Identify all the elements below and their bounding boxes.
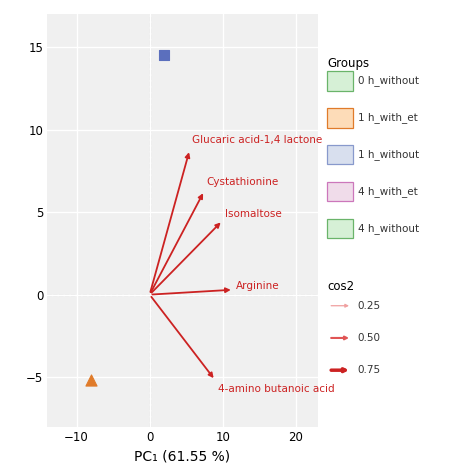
Text: 1 h_with_et: 1 h_with_et xyxy=(358,112,418,123)
Text: Groups: Groups xyxy=(327,57,369,70)
Text: Cystathionine: Cystathionine xyxy=(207,177,279,188)
Text: Isomaltose: Isomaltose xyxy=(225,209,282,219)
Point xyxy=(87,377,95,384)
Point xyxy=(51,296,58,303)
Text: 4 h_with_et: 4 h_with_et xyxy=(358,186,418,197)
Text: 0.75: 0.75 xyxy=(358,365,381,375)
Text: 4 h_without: 4 h_without xyxy=(358,223,419,234)
Text: Glucaric acid-1,4 lactone: Glucaric acid-1,4 lactone xyxy=(192,135,322,145)
Point xyxy=(160,52,168,59)
Text: 0 h_without: 0 h_without xyxy=(358,75,419,86)
X-axis label: PC₁ (61.55 %): PC₁ (61.55 %) xyxy=(135,449,230,463)
Text: 0.25: 0.25 xyxy=(358,301,381,311)
Text: 0.50: 0.50 xyxy=(358,333,381,343)
Text: 1 h_without: 1 h_without xyxy=(358,149,419,160)
Text: Arginine: Arginine xyxy=(236,282,279,292)
Text: 4-amino butanoic acid: 4-amino butanoic acid xyxy=(218,383,334,394)
Point xyxy=(303,382,310,389)
Text: cos2: cos2 xyxy=(327,280,354,292)
Point xyxy=(91,344,99,351)
